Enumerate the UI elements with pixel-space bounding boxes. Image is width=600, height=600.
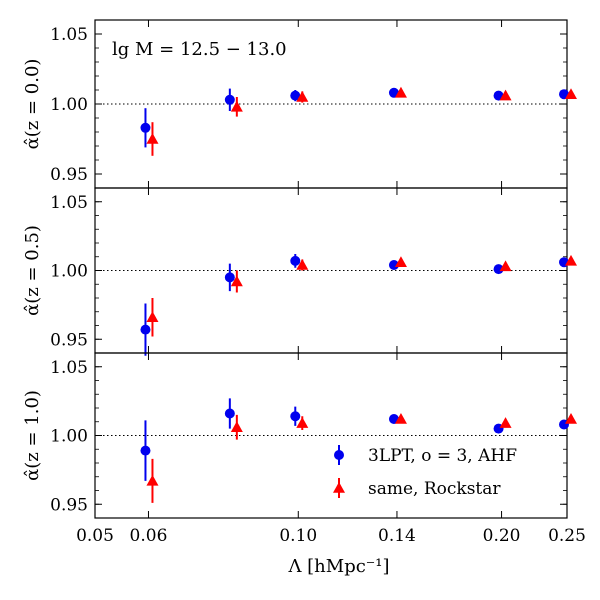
data-point-rockstar bbox=[499, 89, 512, 101]
y-tick-label: 1.05 bbox=[50, 358, 88, 378]
data-point-ahf bbox=[493, 264, 504, 275]
y-axis-label: α̂(z = 0.0) bbox=[22, 59, 43, 150]
data-point-rockstar bbox=[499, 260, 512, 272]
data-point-rockstar bbox=[230, 421, 243, 433]
y-tick-label: 1.00 bbox=[50, 95, 88, 115]
data-point-rockstar bbox=[146, 474, 159, 486]
data-point-ahf bbox=[290, 90, 301, 101]
x-tick-label: 0.06 bbox=[130, 526, 168, 546]
x-tick-label: 0.25 bbox=[548, 526, 586, 546]
data-point-ahf bbox=[224, 408, 235, 419]
x-axis: 0.05 0.06 0.10 0.14 0.20 0.25 bbox=[76, 526, 586, 546]
data-point-rockstar bbox=[499, 417, 512, 428]
panel-3: 0.95 1.00 1.05 α̂(z = 1.0) bbox=[22, 352, 577, 519]
mass-range-annotation: lg M = 12.5 − 13.0 bbox=[112, 39, 287, 60]
data-point-rockstar bbox=[296, 91, 309, 102]
legend-marker-rockstar bbox=[333, 482, 345, 493]
y-tick-label: 0.95 bbox=[50, 495, 88, 515]
legend-label-ahf: 3LPT, o = 3, AHF bbox=[368, 446, 517, 466]
data-point-rockstar bbox=[394, 86, 407, 98]
data-point-ahf bbox=[224, 272, 235, 283]
data-point-rockstar bbox=[394, 413, 407, 424]
data-point-rockstar bbox=[565, 88, 577, 99]
data-point-ahf bbox=[224, 94, 235, 105]
y-tick-label: 1.00 bbox=[50, 427, 88, 447]
data-point-rockstar bbox=[146, 311, 159, 323]
data-point-ahf bbox=[388, 260, 399, 270]
panel-2: 0.95 1.00 1.05 α̂(z = 0.5) bbox=[22, 187, 577, 356]
panel-1: 0.95 1.00 1.05 α̂(z = 0.0) lg M = 12.5 − 13.… bbox=[22, 19, 577, 189]
legend-label-rockstar: same, Rockstar bbox=[368, 479, 501, 499]
data-point-ahf bbox=[290, 411, 301, 422]
data-point-rockstar bbox=[230, 100, 243, 112]
y-tick-label: 0.95 bbox=[50, 165, 88, 185]
data-point-rockstar bbox=[565, 254, 577, 266]
x-axis-label: Λ [hMpc⁻¹] bbox=[287, 556, 389, 577]
y-axis-label: α̂(z = 1.0) bbox=[22, 390, 43, 481]
data-point-rockstar bbox=[394, 256, 407, 268]
chart-panels: 0.95 1.00 1.05 α̂(z = 0.0) lg M = 12.5 − 13.… bbox=[22, 19, 577, 519]
data-point-rockstar bbox=[565, 413, 577, 424]
legend-marker-ahf bbox=[334, 450, 344, 460]
x-tick-label: 0.05 bbox=[76, 526, 114, 546]
x-tick-label: 0.10 bbox=[279, 526, 317, 546]
data-point-ahf bbox=[140, 324, 151, 335]
data-point-rockstar bbox=[230, 275, 243, 287]
y-tick-label: 0.95 bbox=[50, 330, 88, 350]
x-tick-label: 0.20 bbox=[483, 526, 521, 546]
y-axis-label: α̂(z = 0.5) bbox=[22, 225, 43, 316]
y-tick-label: 1.05 bbox=[50, 193, 88, 213]
data-point-rockstar bbox=[296, 259, 309, 270]
data-point-rockstar bbox=[296, 417, 309, 428]
legend: 3LPT, o = 3, AHF same, Rockstar bbox=[333, 445, 517, 499]
x-tick-label: 0.14 bbox=[378, 526, 416, 546]
data-point-ahf bbox=[140, 445, 151, 456]
data-point-ahf bbox=[290, 255, 301, 266]
y-tick-label: 1.00 bbox=[50, 262, 88, 282]
y-tick-label: 1.05 bbox=[50, 25, 88, 45]
data-point-rockstar bbox=[146, 133, 159, 144]
data-point-ahf bbox=[140, 122, 151, 133]
